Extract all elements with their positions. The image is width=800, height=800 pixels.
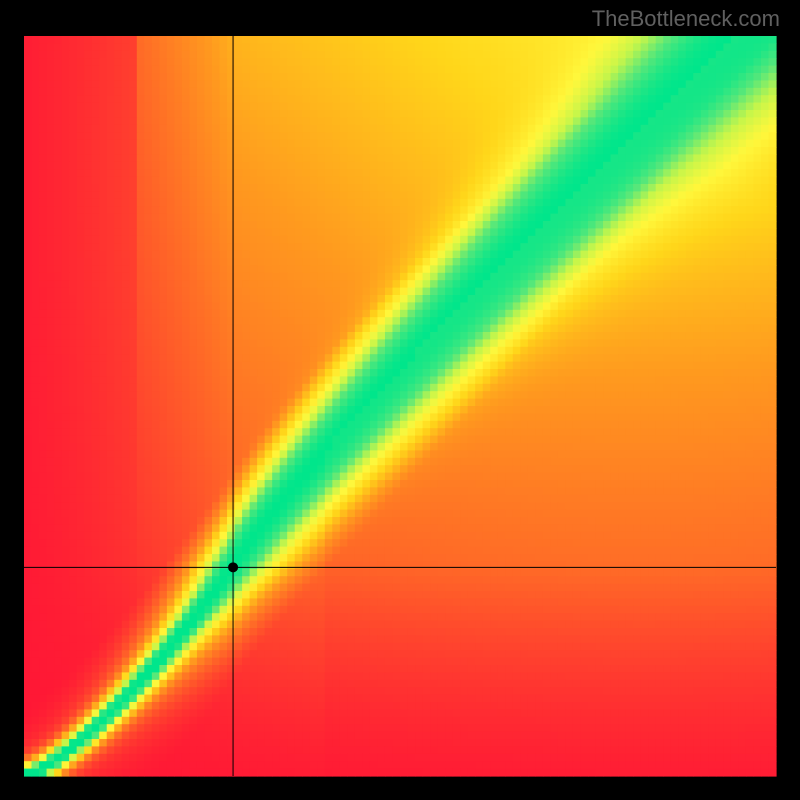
watermark-text: TheBottleneck.com bbox=[592, 6, 780, 32]
heatmap-cells bbox=[24, 36, 777, 777]
crosshair-marker bbox=[228, 562, 238, 572]
chart-container: TheBottleneck.com bbox=[0, 0, 800, 800]
bottleneck-heatmap bbox=[0, 0, 800, 800]
